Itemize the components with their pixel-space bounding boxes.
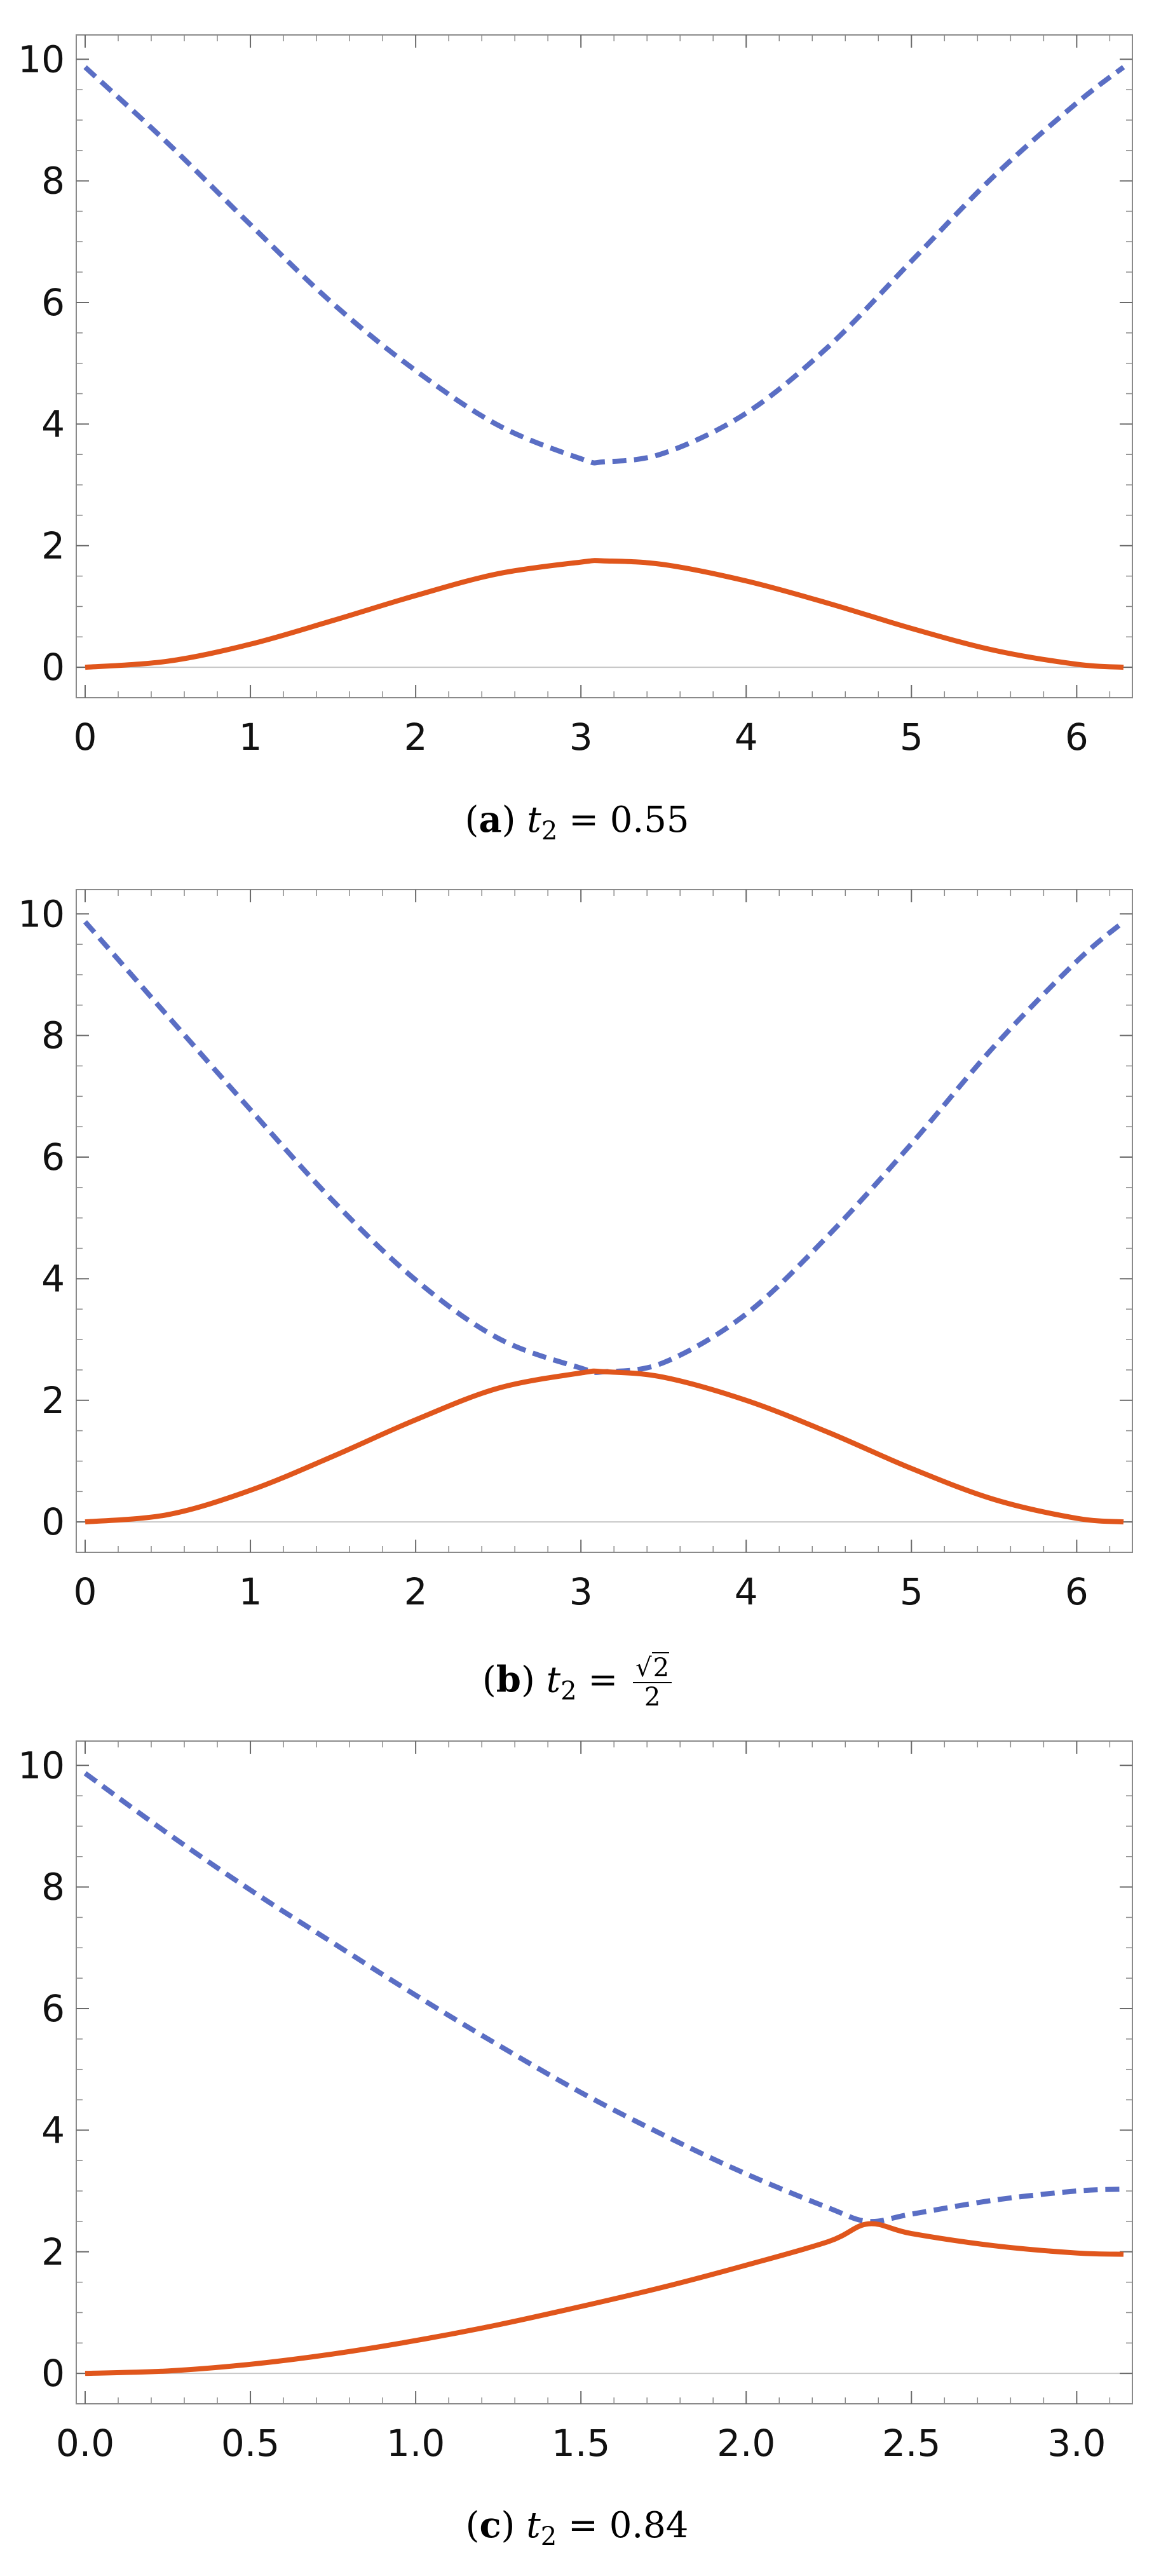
x-tick-label: 1.0 bbox=[386, 2422, 445, 2465]
caption-b-letter: b bbox=[496, 1658, 521, 1701]
y-tick-label: 0 bbox=[41, 2352, 65, 2395]
y-tick-label: 10 bbox=[18, 892, 65, 935]
y-tick-label: 4 bbox=[41, 402, 65, 445]
y-tick-label: 6 bbox=[41, 1135, 65, 1179]
y-tick-label: 8 bbox=[41, 1866, 65, 1909]
plot-frame bbox=[76, 1740, 1133, 2404]
series-dashed-line bbox=[83, 919, 1125, 1375]
caption-a-letter: a bbox=[479, 799, 502, 841]
series-solid-line bbox=[85, 2221, 1124, 2376]
x-tick-label: 4 bbox=[735, 1570, 758, 1613]
y-tick-label: 8 bbox=[41, 159, 65, 203]
caption-a: (a) t2 = 0.55 bbox=[465, 799, 689, 846]
x-tick-label: 0 bbox=[74, 1570, 97, 1613]
caption-b-subscript: 2 bbox=[560, 1676, 577, 1706]
caption-b-equals: = bbox=[588, 1659, 618, 1701]
caption-c-value: = 0.84 bbox=[567, 2505, 689, 2546]
plot-frame bbox=[76, 889, 1133, 1553]
y-tick-label: 0 bbox=[41, 646, 65, 689]
y-tick-label: 2 bbox=[41, 1379, 65, 1422]
x-tick-label: 4 bbox=[735, 715, 758, 759]
x-tick-label: 2.0 bbox=[717, 2422, 775, 2465]
caption-b-fraction-numerator: 2 bbox=[651, 1652, 670, 1683]
series-dashed-line bbox=[83, 65, 1125, 466]
x-tick-label: 6 bbox=[1065, 1570, 1089, 1613]
series-dashed-line bbox=[83, 1771, 1124, 2225]
y-tick-label: 8 bbox=[41, 1014, 65, 1057]
y-tick-label: 10 bbox=[18, 37, 65, 81]
caption-b: (b) t2 = √2 2 bbox=[0, 1652, 1154, 1712]
x-tick-label: 2 bbox=[404, 1570, 428, 1613]
x-tick-label: 3 bbox=[569, 715, 593, 759]
chart-panel-c: 0.0 0.5 1.0 1.5 2.0 2.5 3.0 0 2 4 6 8 10 bbox=[18, 1740, 1133, 2465]
series-solid-line bbox=[85, 558, 1124, 670]
caption-a-variable: t bbox=[527, 799, 541, 841]
chart-panel-a: 0 1 2 3 4 5 6 0 2 4 6 8 10 bbox=[18, 34, 1133, 759]
caption-b-fraction: √2 2 bbox=[633, 1652, 672, 1712]
caption-b-variable: t bbox=[546, 1659, 561, 1701]
x-tick-label: 2 bbox=[404, 715, 428, 759]
plot-frame bbox=[76, 34, 1133, 698]
x-tick-label: 1.5 bbox=[552, 2422, 610, 2465]
y-tick-label: 2 bbox=[41, 524, 65, 567]
x-tick-label: 1 bbox=[239, 715, 262, 759]
x-tick-label: 0 bbox=[74, 715, 97, 759]
caption-c: (c) t2 = 0.84 bbox=[465, 2504, 689, 2551]
x-tick-label: 5 bbox=[900, 715, 923, 759]
x-tick-label: 6 bbox=[1065, 715, 1089, 759]
caption-c-variable: t bbox=[526, 2505, 541, 2546]
x-tick-label: 1 bbox=[239, 1570, 262, 1613]
x-tick-label: 0.5 bbox=[221, 2422, 280, 2465]
y-tick-label: 2 bbox=[41, 2230, 65, 2274]
x-tick-label: 5 bbox=[900, 1570, 923, 1613]
y-tick-label: 4 bbox=[41, 2108, 65, 2152]
x-tick-label: 0.0 bbox=[56, 2422, 114, 2465]
x-tick-label: 3.0 bbox=[1047, 2422, 1106, 2465]
caption-a-subscript: 2 bbox=[541, 817, 558, 846]
y-tick-label: 0 bbox=[41, 1500, 65, 1543]
y-tick-label: 6 bbox=[41, 281, 65, 324]
x-tick-label: 3 bbox=[569, 1570, 593, 1613]
caption-c-letter: c bbox=[479, 2504, 501, 2546]
caption-b-fraction-denominator: 2 bbox=[644, 1683, 661, 1712]
chart-panel-b: 0 1 2 3 4 5 6 0 2 4 6 8 10 bbox=[18, 889, 1133, 1613]
y-tick-label: 10 bbox=[18, 1744, 65, 1787]
y-tick-label: 6 bbox=[41, 1987, 65, 2030]
caption-a-value: = 0.55 bbox=[569, 799, 689, 841]
y-tick-label: 4 bbox=[41, 1257, 65, 1300]
caption-c-subscript: 2 bbox=[540, 2522, 557, 2551]
series-solid-line bbox=[85, 1368, 1124, 1525]
x-tick-label: 2.5 bbox=[882, 2422, 940, 2465]
